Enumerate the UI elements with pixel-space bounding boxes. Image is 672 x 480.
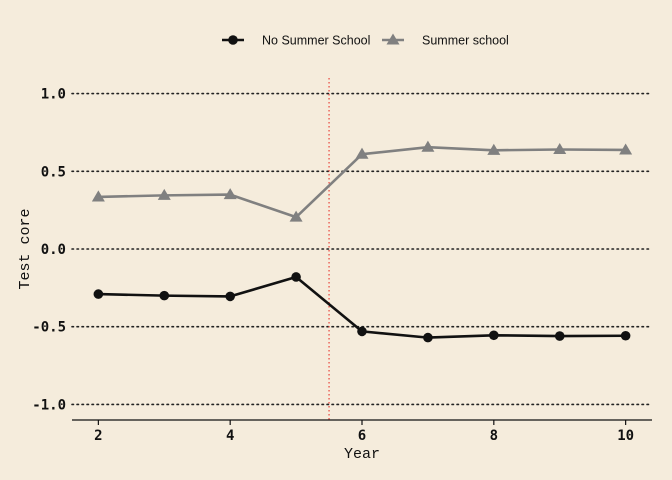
data-point (157, 188, 171, 200)
series-1 (91, 140, 633, 222)
y-tick-label: 1.0 (41, 87, 66, 103)
series-layer (91, 140, 633, 343)
data-point (223, 188, 237, 200)
y-tick-labels: -1.0 -0.5 0.0 0.5 1.0 (32, 87, 66, 414)
data-point (421, 140, 435, 152)
legend-key-marker (386, 33, 400, 45)
series-0 (93, 272, 631, 343)
axes (72, 419, 652, 425)
data-point (619, 143, 633, 155)
legend-item-0: No Summer School (222, 34, 370, 48)
data-point (487, 143, 501, 155)
data-point (291, 272, 301, 282)
x-tick-label: 6 (358, 428, 366, 444)
y-tick-label: 0.5 (41, 164, 66, 180)
data-point (355, 147, 369, 159)
x-tick-labels: 2 4 6 8 10 (94, 428, 634, 444)
x-tick-label: 8 (490, 428, 498, 444)
y-tick-label: -0.5 (32, 320, 66, 336)
x-tick-label: 10 (617, 428, 634, 444)
legend-label: No Summer School (262, 34, 370, 48)
data-point (225, 291, 235, 302)
data-point (91, 190, 105, 202)
legend: No Summer School Summer school (222, 33, 509, 48)
data-point (620, 330, 631, 341)
data-point (159, 290, 170, 301)
data-point (553, 143, 567, 155)
data-point (289, 210, 303, 222)
x-tick-label: 4 (226, 428, 234, 444)
data-point (423, 332, 433, 343)
legend-label: Summer school (422, 34, 509, 48)
legend-item-1: Summer school (382, 33, 509, 48)
y-tick-label: -1.0 (32, 397, 66, 413)
data-point (554, 331, 565, 341)
x-axis-title: Year (344, 446, 380, 463)
y-axis-title: Test core (17, 208, 34, 289)
legend-key-marker (228, 35, 238, 45)
data-point (357, 326, 367, 337)
data-point (93, 289, 104, 299)
y-tick-label: 0.0 (41, 242, 66, 258)
grid-lines (71, 92, 653, 406)
data-point (489, 330, 499, 341)
x-tick-label: 2 (94, 428, 102, 444)
